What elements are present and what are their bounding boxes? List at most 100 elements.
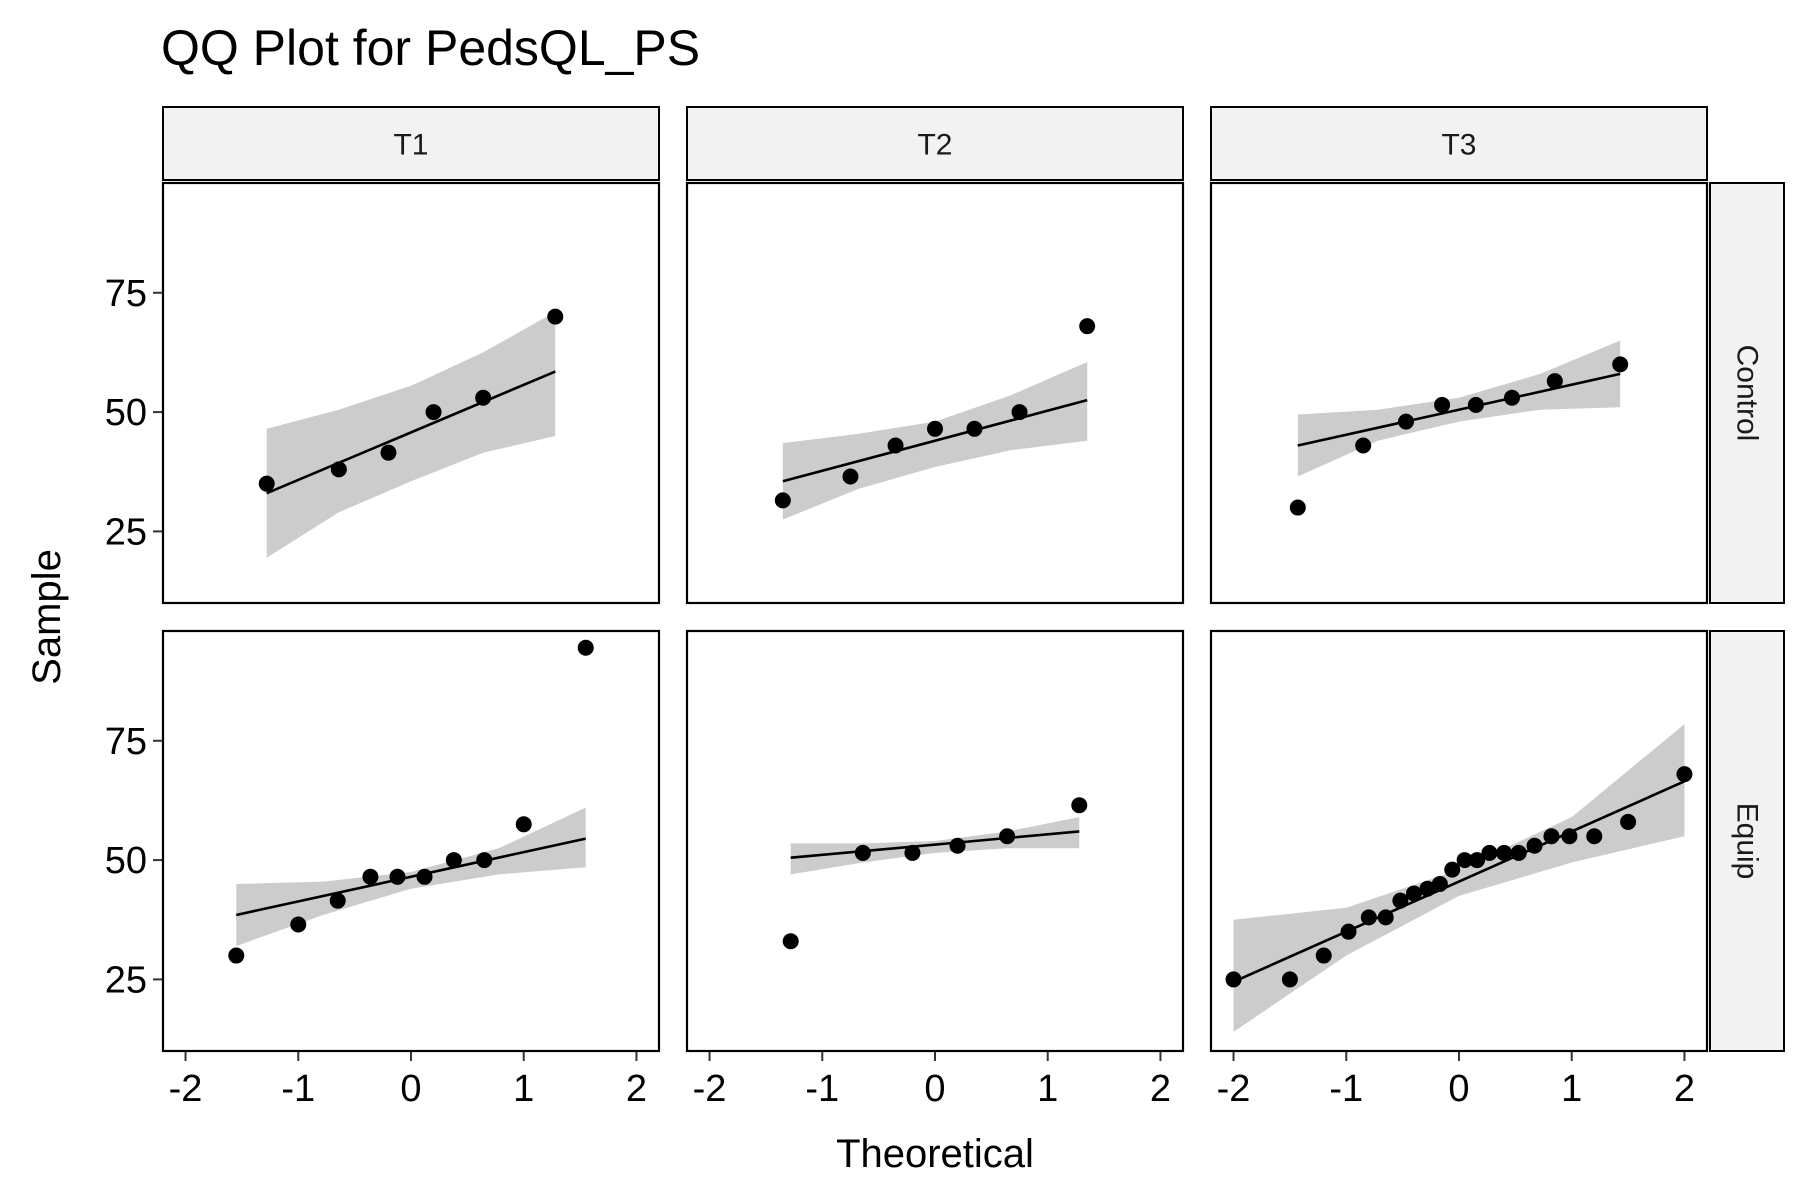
y-tick-label: 75 bbox=[105, 273, 147, 315]
data-point bbox=[1676, 766, 1693, 783]
x-tick-label: 0 bbox=[1448, 1068, 1469, 1110]
data-point bbox=[1079, 318, 1096, 335]
confidence-band bbox=[266, 311, 556, 558]
data-point bbox=[1469, 852, 1486, 869]
data-point bbox=[445, 852, 462, 869]
data-point bbox=[475, 389, 492, 406]
y-tick-label: 25 bbox=[105, 511, 147, 553]
panel-t1-control bbox=[161, 181, 661, 605]
panel-border bbox=[1209, 181, 1709, 605]
data-point bbox=[1281, 971, 1298, 988]
panel-background bbox=[687, 183, 1183, 603]
data-point bbox=[228, 947, 245, 964]
data-point bbox=[927, 420, 943, 437]
data-point bbox=[1434, 396, 1451, 413]
data-point bbox=[416, 868, 433, 885]
qq-reference-line bbox=[235, 837, 587, 917]
x-tick-label: 1 bbox=[1561, 1068, 1582, 1110]
data-point bbox=[380, 444, 397, 461]
data-point bbox=[1289, 499, 1306, 516]
panel-background bbox=[1211, 183, 1707, 603]
panel-t3-control bbox=[1209, 181, 1709, 605]
x-tick-label: 2 bbox=[1150, 1068, 1171, 1110]
data-point bbox=[1355, 437, 1372, 454]
panel-t1-equip bbox=[161, 629, 661, 1053]
data-point bbox=[1071, 797, 1088, 814]
data-point bbox=[966, 420, 983, 437]
data-point bbox=[1612, 356, 1629, 373]
data-point bbox=[1392, 892, 1409, 909]
x-tick-label: -2 bbox=[169, 1068, 203, 1110]
x-tick-label: -1 bbox=[281, 1068, 315, 1110]
data-point bbox=[774, 492, 791, 509]
y-tick-label: 75 bbox=[105, 721, 147, 763]
panel-t3-equip bbox=[1209, 629, 1709, 1053]
data-point bbox=[1315, 947, 1332, 964]
y-tick-label: 50 bbox=[105, 392, 147, 434]
panel-border bbox=[685, 629, 1185, 1053]
panel-t2-equip bbox=[685, 629, 1185, 1053]
data-point bbox=[782, 933, 799, 950]
data-point bbox=[389, 868, 406, 885]
data-point bbox=[904, 844, 921, 861]
data-point bbox=[1456, 852, 1473, 869]
confidence-band bbox=[1233, 724, 1685, 1032]
x-axis-title: Theoretical bbox=[836, 1132, 1034, 1176]
strip-equip bbox=[1709, 630, 1785, 1052]
x-tick-label: -2 bbox=[693, 1068, 727, 1110]
qq-reference-line bbox=[790, 830, 1080, 859]
panel-border bbox=[161, 181, 661, 605]
data-point bbox=[1510, 844, 1527, 861]
strip-t1 bbox=[162, 106, 660, 181]
strip-t2 bbox=[686, 106, 1184, 181]
data-point bbox=[1419, 880, 1436, 897]
x-tick-label: 0 bbox=[400, 1068, 421, 1110]
data-point bbox=[329, 892, 346, 909]
x-tick-label: 1 bbox=[513, 1068, 534, 1110]
data-point bbox=[1225, 971, 1242, 988]
x-tick-label: -2 bbox=[1217, 1068, 1251, 1110]
data-point bbox=[1431, 875, 1448, 892]
x-tick-label: 1 bbox=[1037, 1068, 1058, 1110]
qq-reference-line bbox=[1297, 372, 1621, 447]
data-point bbox=[1526, 837, 1543, 854]
qq-reference-line bbox=[1233, 780, 1685, 983]
strip-label-t3: T3 bbox=[1441, 129, 1476, 162]
data-point bbox=[1496, 844, 1513, 861]
data-point bbox=[1481, 844, 1498, 861]
data-point bbox=[887, 437, 904, 454]
data-point bbox=[1503, 389, 1520, 406]
data-point bbox=[1543, 828, 1560, 845]
data-point bbox=[999, 828, 1016, 845]
data-point bbox=[1444, 861, 1461, 878]
data-point bbox=[476, 852, 493, 869]
panel-border bbox=[161, 629, 661, 1053]
data-point bbox=[290, 916, 307, 933]
data-point bbox=[362, 868, 379, 885]
data-point bbox=[330, 461, 347, 478]
data-point bbox=[1340, 923, 1357, 940]
strip-label-t2: T2 bbox=[917, 129, 952, 162]
strip-t3 bbox=[1210, 106, 1708, 181]
y-tick-label: 50 bbox=[105, 840, 147, 882]
data-point bbox=[547, 308, 564, 325]
x-tick-label: 2 bbox=[1674, 1068, 1695, 1110]
facet-panels: T1 T2 T3 Control Equip 25 50 75 25 50 75 -2 -1 0 1 2 -2 -… bbox=[105, 106, 1785, 1110]
data-point bbox=[258, 475, 275, 492]
y-axis-title: Sample bbox=[25, 549, 69, 685]
qq-reference-line bbox=[782, 398, 1088, 483]
strip-label-t1: T1 bbox=[393, 129, 428, 162]
data-point bbox=[1467, 396, 1484, 413]
data-point bbox=[949, 837, 966, 854]
strip-label-equip: Equip bbox=[1731, 803, 1764, 880]
x-tick-label: -1 bbox=[1329, 1068, 1363, 1110]
y-tick-label: 25 bbox=[105, 959, 147, 1001]
data-point bbox=[854, 844, 871, 861]
data-point bbox=[425, 404, 442, 421]
x-tick-label: -1 bbox=[805, 1068, 839, 1110]
data-point bbox=[1620, 813, 1637, 830]
panel-border bbox=[1209, 629, 1709, 1053]
data-point bbox=[1377, 909, 1394, 926]
x-tick-label: 2 bbox=[626, 1068, 647, 1110]
data-point bbox=[1398, 413, 1415, 430]
